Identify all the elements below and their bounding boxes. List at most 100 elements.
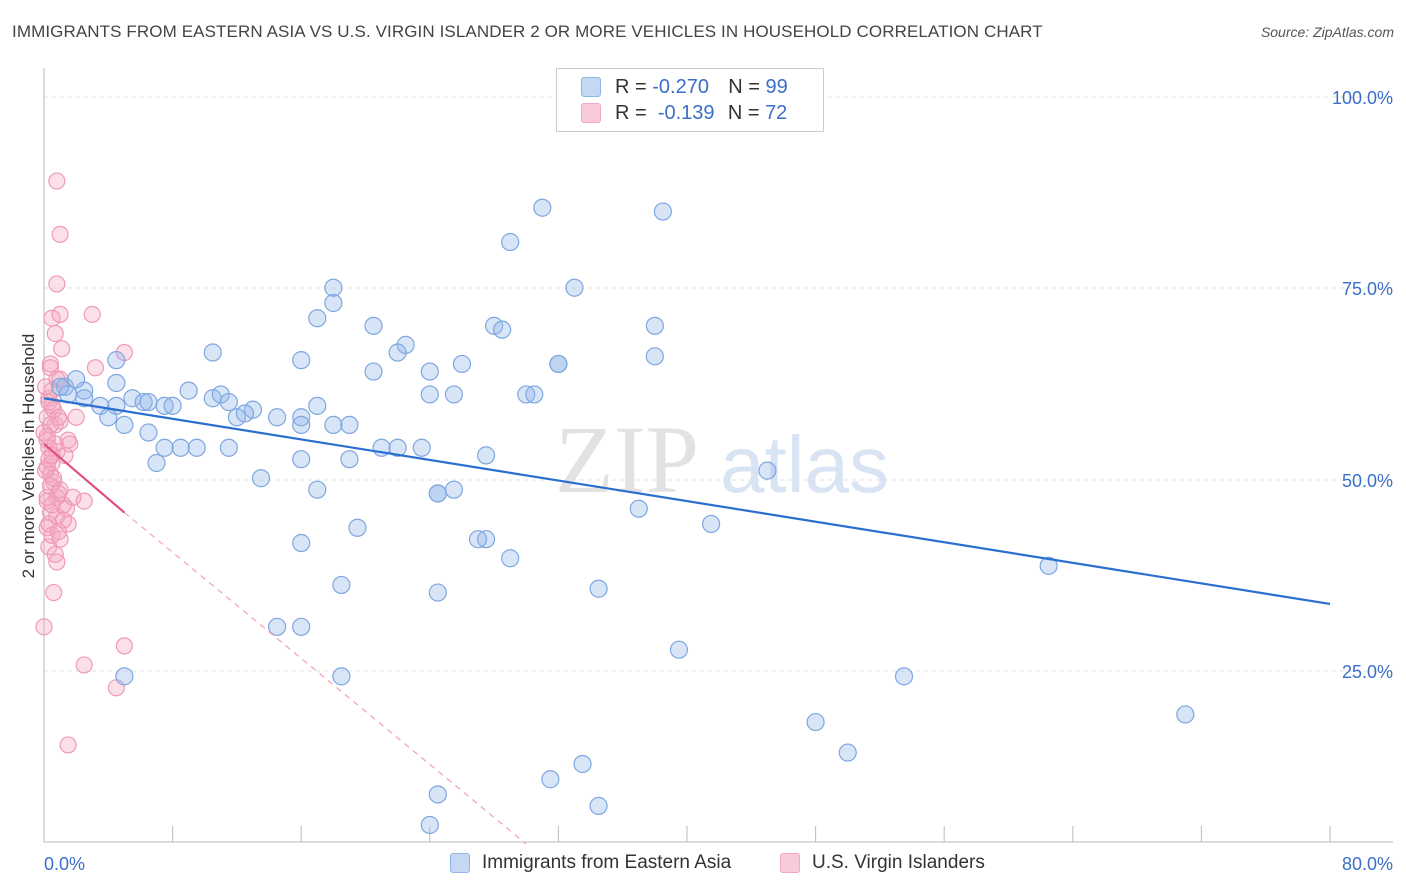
gridlines: 100.0% 75.0% 50.0% 25.0%	[44, 88, 1393, 682]
point-eastern-asia	[388, 438, 407, 457]
watermark-atlas: atlas	[720, 420, 889, 509]
point-eastern-asia	[388, 343, 407, 362]
legend-n-label: N =	[727, 101, 760, 124]
point-eastern-asia	[292, 617, 311, 636]
bottom-legend-eastern-asia: Immigrants from Eastern Asia	[450, 852, 731, 874]
point-virgin-islanders	[59, 736, 77, 754]
point-virgin-islanders	[83, 305, 101, 324]
point-eastern-asia	[340, 415, 359, 434]
bottom-legend-virgin-islanders: U.S. Virgin Islanders	[780, 852, 985, 874]
point-eastern-asia	[251, 469, 271, 488]
series-virgin-islanders-points	[35, 172, 133, 754]
legend-swatch-eastern-asia	[581, 77, 601, 97]
trend-line-virgin-islanders-extrapolated	[123, 512, 527, 845]
point-eastern-asia	[525, 385, 544, 404]
legend-n-value-eastern-asia: 99	[765, 75, 788, 98]
point-eastern-asia	[541, 770, 560, 789]
point-virgin-islanders	[46, 324, 64, 343]
point-eastern-asia	[179, 381, 198, 400]
point-eastern-asia	[1039, 556, 1058, 575]
point-eastern-asia	[348, 518, 367, 537]
point-eastern-asia	[838, 743, 857, 762]
point-eastern-asia	[420, 385, 439, 404]
point-eastern-asia	[75, 389, 94, 408]
point-virgin-islanders	[61, 435, 79, 453]
point-eastern-asia	[324, 415, 343, 434]
point-eastern-asia	[219, 392, 238, 412]
point-eastern-asia	[428, 785, 447, 804]
point-eastern-asia	[308, 396, 327, 415]
point-eastern-asia	[444, 385, 464, 404]
point-eastern-asia	[139, 392, 158, 412]
point-eastern-asia	[589, 796, 608, 816]
point-eastern-asia	[332, 667, 351, 686]
point-eastern-asia	[107, 373, 126, 393]
correlation-legend: R = -0.270 N = 99 R = -0.139 N = 72	[556, 68, 824, 132]
point-eastern-asia	[219, 438, 238, 457]
point-eastern-asia	[428, 583, 447, 602]
point-eastern-asia	[364, 316, 383, 335]
point-eastern-asia	[669, 640, 689, 659]
legend-n-label: N =	[728, 75, 760, 98]
point-eastern-asia	[589, 579, 608, 598]
point-eastern-asia	[308, 309, 327, 328]
point-eastern-asia	[645, 316, 664, 335]
point-eastern-asia	[412, 438, 431, 457]
y-axis-title: 2 or more Vehicles in Household	[19, 334, 38, 579]
point-eastern-asia	[468, 530, 488, 549]
point-eastern-asia	[292, 408, 311, 427]
point-eastern-asia	[267, 617, 287, 636]
legend-row-eastern-asia: R = -0.270 N = 99	[581, 75, 788, 99]
point-eastern-asia	[308, 480, 327, 499]
point-virgin-islanders	[115, 637, 133, 655]
watermark: ZIP atlas	[555, 406, 889, 513]
point-eastern-asia	[235, 404, 255, 423]
point-virgin-islanders	[43, 496, 61, 514]
point-eastern-asia	[115, 415, 134, 434]
point-virgin-islanders	[48, 275, 66, 293]
trend-line-eastern-asia	[43, 397, 1331, 606]
point-eastern-asia	[645, 347, 664, 366]
point-eastern-asia	[203, 343, 222, 362]
point-eastern-asia	[50, 377, 70, 396]
point-virgin-islanders	[64, 488, 82, 506]
point-eastern-asia	[1176, 705, 1195, 724]
axes	[43, 68, 1393, 843]
point-eastern-asia	[573, 754, 592, 774]
point-eastern-asia	[134, 392, 153, 412]
point-eastern-asia	[565, 278, 584, 297]
source-credit: Source: ZipAtlas.com	[1260, 24, 1394, 40]
legend-r-label: R =	[615, 101, 647, 124]
point-eastern-asia	[501, 549, 520, 568]
point-eastern-asia	[163, 396, 182, 415]
point-virgin-islanders	[49, 522, 68, 541]
point-eastern-asia	[476, 446, 496, 465]
point-eastern-asia	[67, 370, 86, 389]
bottom-swatch-virgin-islanders	[780, 853, 800, 873]
legend-r-value-virgin-islanders: -0.139	[657, 101, 715, 124]
point-eastern-asia	[292, 450, 311, 469]
point-eastern-asia	[187, 438, 206, 457]
y-tick-label: 75.0%	[1342, 279, 1393, 299]
point-eastern-asia	[267, 408, 287, 427]
point-eastern-asia	[115, 667, 134, 686]
y-tick-label: 50.0%	[1342, 471, 1393, 491]
point-eastern-asia	[147, 453, 166, 473]
point-eastern-asia	[364, 362, 383, 381]
point-eastern-asia	[155, 438, 174, 457]
point-eastern-asia	[428, 484, 447, 503]
point-eastern-asia	[653, 202, 672, 221]
bottom-legend-label-eastern-asia: Immigrants from Eastern Asia	[482, 852, 732, 873]
point-virgin-islanders	[86, 359, 105, 377]
point-eastern-asia	[806, 712, 825, 732]
y-tick-label: 100.0%	[1332, 88, 1393, 108]
point-eastern-asia	[139, 423, 158, 442]
bottom-swatch-eastern-asia	[450, 853, 470, 873]
point-virgin-islanders	[41, 355, 60, 373]
point-eastern-asia	[420, 362, 439, 381]
point-eastern-asia	[171, 438, 190, 457]
point-eastern-asia	[452, 354, 472, 374]
chart-title: IMMIGRANTS FROM EASTERN ASIA VS U.S. VIR…	[12, 22, 1043, 41]
point-eastern-asia	[444, 480, 464, 499]
